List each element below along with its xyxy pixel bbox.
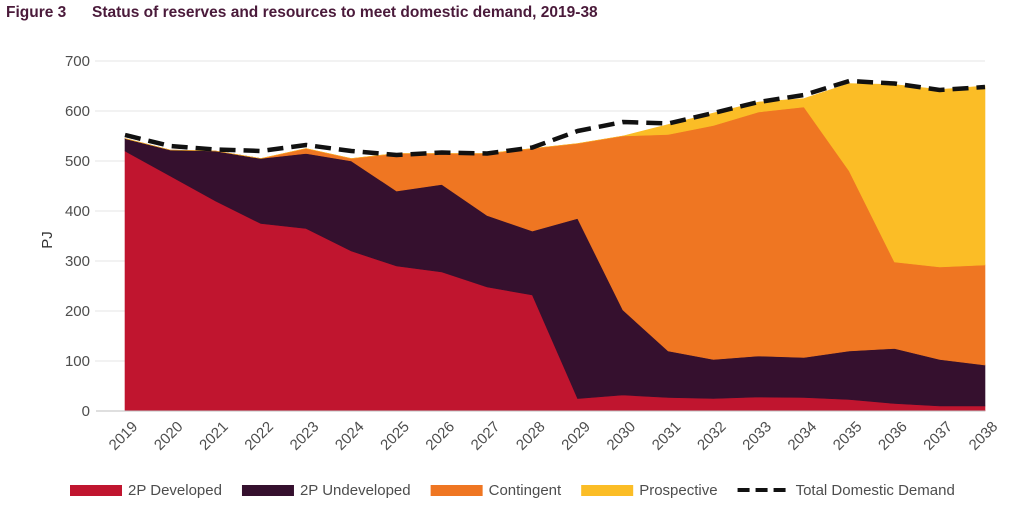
legend-label-contingent: Contingent	[489, 482, 562, 499]
y-tick-label: 500	[65, 153, 90, 170]
line-total-domestic-demand	[124, 78, 986, 158]
y-tick-label: 200	[65, 303, 90, 320]
x-tick-label: 2022	[241, 418, 277, 454]
x-tick-label: 2031	[649, 418, 685, 454]
legend-label-2p-developed: 2P Developed	[128, 482, 222, 499]
x-tick-label: 2027	[468, 418, 504, 454]
figure-label: Figure 3	[6, 4, 67, 21]
area-series	[124, 83, 986, 412]
x-tick-label: 2021	[196, 418, 232, 454]
x-tick-label: 2025	[377, 418, 413, 454]
legend-swatch-contingent	[430, 485, 483, 496]
demand-line	[124, 78, 986, 158]
x-tick-label: 2037	[920, 418, 956, 454]
y-tick-label: 100	[65, 353, 90, 370]
y-axis-label: PJ	[39, 231, 56, 249]
y-tick-label: 0	[82, 403, 90, 420]
x-tick-label: 2019	[106, 418, 142, 454]
legend-label-total-domestic-demand: Total Domestic Demand	[796, 482, 955, 499]
y-tick-label: 400	[65, 203, 90, 220]
y-axis: 0 100 200 300 400 500 600 700 PJ	[39, 53, 985, 420]
x-tick-label: 2024	[332, 418, 368, 454]
legend-label-2p-undeveloped: 2P Undeveloped	[300, 482, 411, 499]
x-tick-label: 2034	[785, 418, 821, 454]
y-tick-label: 300	[65, 253, 90, 270]
legend-swatch-2p-developed	[70, 485, 122, 496]
x-tick-label: 2029	[558, 418, 594, 454]
figure-header: Figure 3 Status of reserves and resources…	[6, 4, 598, 22]
y-tick-label: 600	[65, 103, 90, 120]
x-tick-label: 2026	[422, 418, 458, 454]
x-tick-label: 2028	[513, 418, 549, 454]
x-tick-label: 2035	[830, 418, 866, 454]
x-tick-label: 2030	[604, 418, 640, 454]
x-tick-label: 2023	[287, 418, 323, 454]
x-axis: 2019 2020 2021 2022 2023 2024 2025 2026 2027 2028…	[106, 418, 1002, 454]
chart-title: Status of reserves and resources to meet…	[92, 4, 598, 21]
legend-label-prospective: Prospective	[639, 482, 717, 499]
legend-swatch-prospective	[581, 485, 634, 496]
y-tick-label: 700	[65, 53, 90, 70]
legend-swatch-2p-undeveloped	[241, 485, 294, 496]
x-tick-label: 2032	[694, 418, 730, 454]
x-tick-label: 2036	[875, 418, 911, 454]
x-tick-label: 2033	[739, 418, 775, 454]
x-tick-label: 2038	[966, 418, 1002, 454]
legend: 2P Developed 2P Undeveloped Contingent Pros…	[70, 482, 955, 499]
x-tick-label: 2020	[151, 418, 187, 454]
